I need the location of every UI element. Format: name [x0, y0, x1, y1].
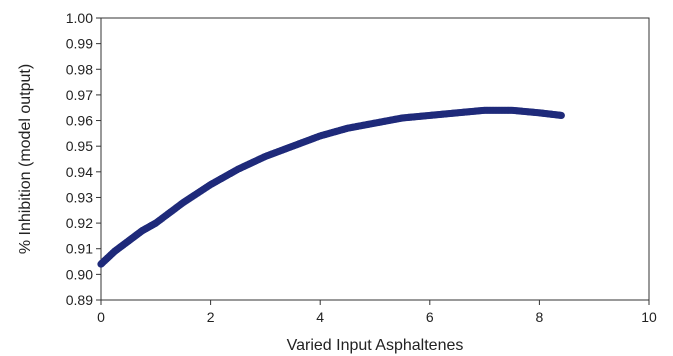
y-tick-label: 0.89	[66, 292, 93, 308]
x-tick-label: 6	[426, 309, 434, 325]
y-tick-label: 0.94	[66, 164, 93, 180]
x-axis: 0 2 4 6 8 10	[97, 300, 657, 325]
y-tick-label: 0.99	[66, 36, 93, 52]
y-tick-label: 0.93	[66, 189, 93, 205]
y-tick-label: 0.90	[66, 266, 93, 282]
x-tick-label: 0	[97, 309, 105, 325]
x-axis-label: Varied Input Asphaltenes	[287, 337, 464, 354]
y-tick-label: 0.97	[66, 87, 93, 103]
data-series	[97, 106, 565, 268]
y-axis-label: % Inhibition (model output)	[17, 64, 34, 254]
y-axis: 0.89 0.90 0.91 0.92 0.93 0.94 0.95 0.96 0.97 0.98…	[66, 10, 101, 308]
x-tick-label: 4	[316, 309, 324, 325]
y-tick-label: 0.91	[66, 241, 93, 257]
y-tick-label: 1.00	[66, 10, 93, 26]
data-point	[557, 111, 565, 120]
x-tick-label: 2	[207, 309, 215, 325]
y-tick-label: 0.96	[66, 113, 93, 129]
x-tick-label: 10	[641, 309, 657, 325]
y-tick-label: 0.95	[66, 138, 93, 154]
y-tick-label: 0.98	[66, 61, 93, 77]
x-tick-label: 8	[536, 309, 544, 325]
plot-area	[100, 17, 650, 301]
y-tick-label: 0.92	[66, 215, 93, 231]
